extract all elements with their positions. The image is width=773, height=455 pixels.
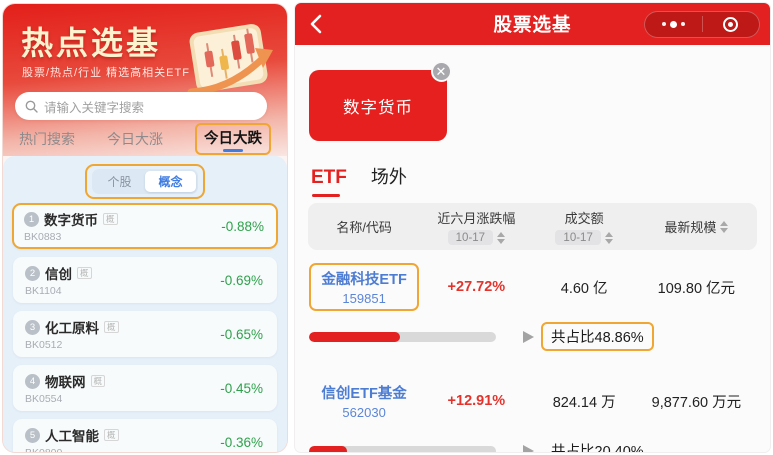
candlestick-illustration-icon (187, 24, 273, 96)
header-turnover[interactable]: 成交额 10-17 (533, 208, 636, 245)
etf-turnover: 824.14 万 (552, 394, 616, 411)
tab-today-losers-annotation[interactable]: 今日大跌 (195, 123, 271, 155)
search-input[interactable]: 请输入关键字搜索 (15, 92, 267, 120)
more-dots-icon[interactable] (645, 20, 702, 28)
etf-scale: 9,877.60 万元 (651, 394, 742, 411)
date-badge[interactable]: 10-17 (447, 230, 494, 245)
etf-row-xinchuang-etf: 信创ETF基金 562030 +12.91% 824.14 万 9,877.60… (308, 377, 757, 452)
stock-concept-segment: 个股 概念 (92, 169, 198, 194)
concept-tag: 概 (103, 213, 118, 225)
capsule-divider (701, 16, 703, 32)
sector-change: -0.65% (220, 326, 263, 342)
concept-tag: 概 (104, 429, 119, 441)
page-title: 股票选基 (493, 14, 572, 35)
header-six-month-change[interactable]: 近六月涨跌幅 10-17 (437, 211, 516, 245)
header-name-code: 名称/代码 (336, 220, 392, 235)
sector-name: 信创 (45, 267, 72, 282)
tab-etf[interactable]: ETF (311, 167, 347, 197)
search-placeholder: 请输入关键字搜索 (44, 100, 145, 115)
sector-code: BK0512 (25, 339, 63, 351)
sort-arrows-icon[interactable] (497, 231, 506, 244)
etf-row-financial-tech: 金融科技ETF 159851 +27.72% 4.60 亿 109.80 亿元 … (308, 263, 757, 351)
concept-tag: 概 (77, 267, 92, 279)
header-latest-scale[interactable]: 最新规模 (636, 217, 757, 236)
search-icon (25, 100, 38, 113)
etf-name-link[interactable]: 信创ETF基金 562030 (321, 386, 407, 420)
hot-fund-panel: 热点选基 股票/热点/行业 精选高相关ETF (3, 4, 287, 452)
sector-code: BK0883 (24, 231, 62, 243)
play-triangle-icon[interactable] (523, 444, 534, 452)
segment-option-stocks[interactable]: 个股 (107, 175, 132, 189)
sector-list-area: 个股 概念 1 数字货币 概 BK0883 -0.88% (3, 156, 287, 452)
sector-change: -0.69% (220, 272, 263, 288)
sector-change: -0.88% (221, 218, 264, 234)
navbar: 股票选基 (295, 3, 770, 45)
sort-arrows-icon[interactable] (720, 220, 729, 233)
miniprogram-capsule (644, 10, 760, 38)
share-percentage: 共占比20.40% (551, 444, 644, 452)
share-progress-fill (309, 445, 348, 452)
sector-change: -0.45% (220, 380, 263, 396)
share-progress-fill (309, 331, 401, 342)
sector-item-digital-currency[interactable]: 1 数字货币 概 BK0883 -0.88% (12, 203, 278, 249)
segment-option-concepts[interactable]: 概念 (145, 171, 196, 192)
sector-name: 物联网 (45, 375, 86, 390)
rank-badge: 1 (24, 211, 39, 227)
concept-tag: 概 (104, 321, 119, 333)
sector-name: 数字货币 (44, 213, 98, 228)
tab-active-underline (223, 149, 243, 152)
sector-code: BK0554 (25, 393, 63, 405)
sector-name: 化工原料 (45, 321, 99, 336)
rank-badge: 4 (25, 373, 40, 389)
sector-item-chemical[interactable]: 3 化工原料 概 BK0512 -0.65% (13, 311, 277, 357)
sector-change: -0.36% (220, 434, 263, 450)
etf-name-link[interactable]: 金融科技ETF 159851 (309, 263, 419, 311)
play-triangle-icon[interactable] (523, 330, 534, 343)
etf-tabs: ETF 场外 (311, 163, 757, 197)
tab-otc[interactable]: 场外 (370, 167, 407, 187)
sector-item-ai[interactable]: 5 人工智能 概 BK0800 -0.36% (13, 419, 277, 452)
tab-today-gainers[interactable]: 今日大涨 (107, 131, 163, 147)
table-header: 名称/代码 近六月涨跌幅 10-17 成交额 10-17 (308, 203, 757, 250)
rank-badge: 5 (25, 427, 40, 443)
share-progress-track (309, 445, 496, 452)
share-progress-track (309, 331, 496, 342)
concept-tag: 概 (90, 375, 106, 387)
share-percentage: 共占比48.86% (541, 322, 654, 351)
close-circle-icon[interactable] (703, 16, 760, 32)
segment-control-annotation: 个股 概念 (85, 164, 205, 199)
etf-change: +27.72% (447, 279, 506, 295)
close-icon[interactable]: ✕ (431, 61, 452, 82)
etf-scale: 109.80 亿元 (657, 280, 736, 297)
tab-hot-search[interactable]: 热门搜索 (19, 131, 75, 147)
rank-badge: 3 (25, 319, 40, 335)
rank-badge: 2 (25, 265, 40, 281)
stock-fund-panel: 股票选基 数字货币 ✕ ETF 场外 名称/代码 近六月涨跌幅 (295, 3, 770, 452)
etf-change: +12.91% (447, 393, 506, 409)
date-badge[interactable]: 10-17 (555, 230, 601, 245)
sector-code: BK0800 (25, 447, 119, 452)
chevron-left-icon (310, 14, 322, 34)
filter-tag-label: 数字货币 (343, 98, 413, 117)
filter-tag-digital-currency[interactable]: 数字货币 ✕ (309, 61, 452, 141)
left-panel-subtitle: 股票/热点/行业 精选高相关ETF (22, 67, 190, 79)
sector-code: BK1104 (25, 285, 62, 297)
left-panel-title: 热点选基 (21, 25, 162, 61)
back-button[interactable] (309, 13, 331, 35)
etf-turnover: 4.60 亿 (560, 280, 608, 297)
tab-today-losers[interactable]: 今日大跌 (204, 131, 262, 147)
left-tabs: 热门搜索 今日大涨 今日大跌 (3, 123, 287, 155)
sort-arrows-icon[interactable] (604, 231, 613, 244)
sector-item-xinchuang[interactable]: 2 信创 概 BK1104 -0.69% (13, 257, 277, 303)
right-content: 数字货币 ✕ ETF 场外 名称/代码 近六月涨跌幅 10-17 (295, 61, 770, 452)
sector-item-iot[interactable]: 4 物联网 概 BK0554 -0.45% (13, 365, 277, 411)
sector-name: 人工智能 (45, 429, 99, 444)
